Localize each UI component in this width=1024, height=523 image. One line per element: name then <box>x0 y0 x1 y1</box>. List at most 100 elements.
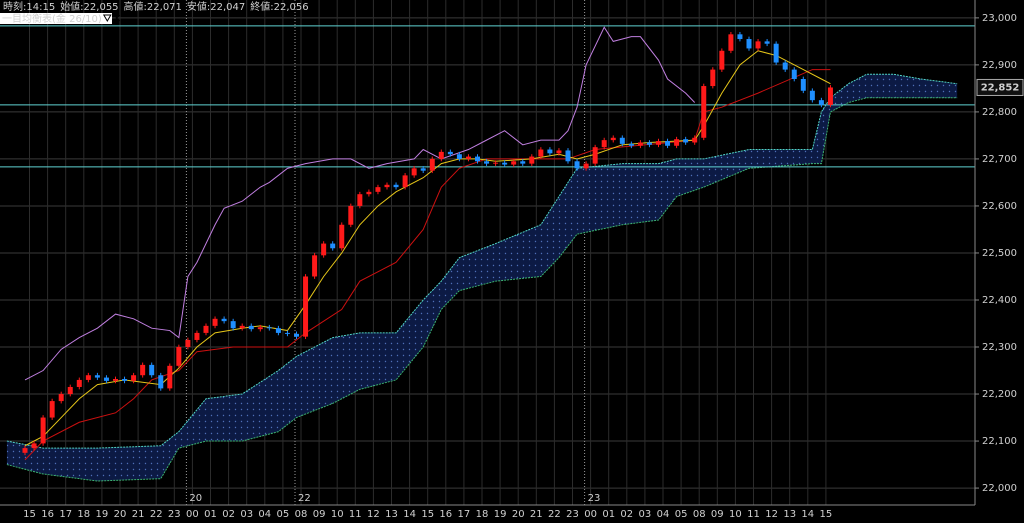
x-tick-label: 23 <box>168 509 181 520</box>
candle-body <box>312 255 318 277</box>
y-tick-label: 23,000 <box>982 13 1017 24</box>
x-tick-label: 13 <box>783 509 796 520</box>
candle-body <box>94 375 100 378</box>
x-tick-label: 17 <box>458 509 471 520</box>
candle-body <box>456 154 462 159</box>
header: 時刻:14:15 始値:22,055 高値:22,071 安値:22,047 終値:22… <box>0 0 309 25</box>
candle-body <box>556 150 562 154</box>
header-field: 安値:22,047 <box>187 0 245 13</box>
y-tick-label: 22,500 <box>982 248 1017 259</box>
x-tick-label: 02 <box>620 509 633 520</box>
x-tick-label: 13 <box>385 509 398 520</box>
candle-body <box>674 139 680 146</box>
x-tick-label: 15 <box>820 509 833 520</box>
candle-body <box>140 364 146 376</box>
candle-body <box>67 386 73 395</box>
x-tick-label: 18 <box>77 509 90 520</box>
indicator-label: 一目均衡表(金 26/10) <box>2 12 102 25</box>
candle-body <box>339 224 345 249</box>
candle-body <box>158 375 164 389</box>
cloud-fill <box>6 74 958 482</box>
x-tick-label: 16 <box>41 509 54 520</box>
y-tick-label: 22,400 <box>982 295 1017 306</box>
x-tick-label: 11 <box>747 509 760 520</box>
x-tick-label: 20 <box>114 509 127 520</box>
indicator-line <box>24 26 696 381</box>
candle-body <box>728 34 734 51</box>
candle-body <box>40 417 46 444</box>
candle-body <box>656 141 661 145</box>
candle-body <box>85 375 91 380</box>
candle-body <box>330 243 336 249</box>
candle-body <box>520 161 526 164</box>
x-tick-label: 00 <box>186 509 199 520</box>
candle-body <box>529 156 535 164</box>
candle-body <box>574 161 580 169</box>
reference-lines <box>0 25 975 168</box>
candle-body <box>31 443 37 449</box>
x-tick-label: 19 <box>494 509 507 520</box>
x-tick-label: 03 <box>240 509 253 520</box>
x-tick-label: 00 <box>584 509 597 520</box>
y-tick-label: 22,800 <box>982 107 1017 118</box>
candle-body <box>212 318 218 326</box>
close-icon <box>113 14 121 22</box>
candle-body <box>511 161 517 165</box>
candle-body <box>628 143 634 146</box>
candles <box>22 31 833 456</box>
last-price-box <box>976 78 1024 96</box>
candle-body <box>665 141 671 146</box>
candle-body <box>429 158 435 171</box>
x-tick-label: 05 <box>277 509 290 520</box>
candle-body <box>746 39 752 49</box>
candle-body <box>773 43 779 63</box>
candle-body <box>131 375 137 381</box>
candle-body <box>646 142 652 145</box>
candle-body <box>384 184 390 188</box>
candle-body <box>321 243 327 256</box>
candle-body <box>755 41 761 49</box>
candle-body <box>719 50 725 70</box>
candle-body <box>303 276 309 337</box>
candle-body <box>185 339 191 348</box>
candle-body <box>194 332 200 340</box>
x-tick-label: 04 <box>258 509 271 520</box>
x-tick-label: 01 <box>602 509 615 520</box>
candle-body <box>366 191 372 195</box>
candle-body <box>583 163 589 169</box>
candle-body <box>248 325 254 330</box>
x-tick-label: 22 <box>150 509 163 520</box>
x-tick-label: 11 <box>349 509 362 520</box>
x-tick-label: 03 <box>639 509 652 520</box>
x-tick-label: 10 <box>729 509 742 520</box>
header-field: 高値:22,071 <box>124 0 182 13</box>
candle-body <box>782 62 788 70</box>
candle-body <box>76 379 82 387</box>
indicator-line <box>24 50 831 447</box>
x-tick-label: 14 <box>801 509 814 520</box>
y-tick-label: 22,100 <box>982 436 1017 447</box>
axis: 22,000 22,100 22,200 22,300 22,400 22,500 22,6… <box>23 13 1024 520</box>
x-tick-label: 05 <box>675 509 688 520</box>
y-tick-label: 22,200 <box>982 389 1017 400</box>
candle-body <box>475 156 480 162</box>
candle-body <box>357 194 363 206</box>
y-tick-label: 22,000 <box>982 483 1017 494</box>
y-tick-label: 22,600 <box>982 201 1017 212</box>
x-tick-label: 21 <box>132 509 145 520</box>
x-tick-label: 15 <box>23 509 36 520</box>
indicator-label-box <box>0 13 112 24</box>
candle-body <box>809 90 815 101</box>
candle-body <box>221 318 227 322</box>
dropdown-icon <box>102 14 112 22</box>
candle-body <box>294 333 299 337</box>
x-tick-label: 08 <box>295 509 308 520</box>
candle-body <box>565 150 571 162</box>
candle-body <box>420 168 426 171</box>
candle-body <box>592 147 598 164</box>
x-tick-label: 23 <box>566 509 579 520</box>
candle-body <box>764 41 770 44</box>
candle-body <box>502 162 508 165</box>
